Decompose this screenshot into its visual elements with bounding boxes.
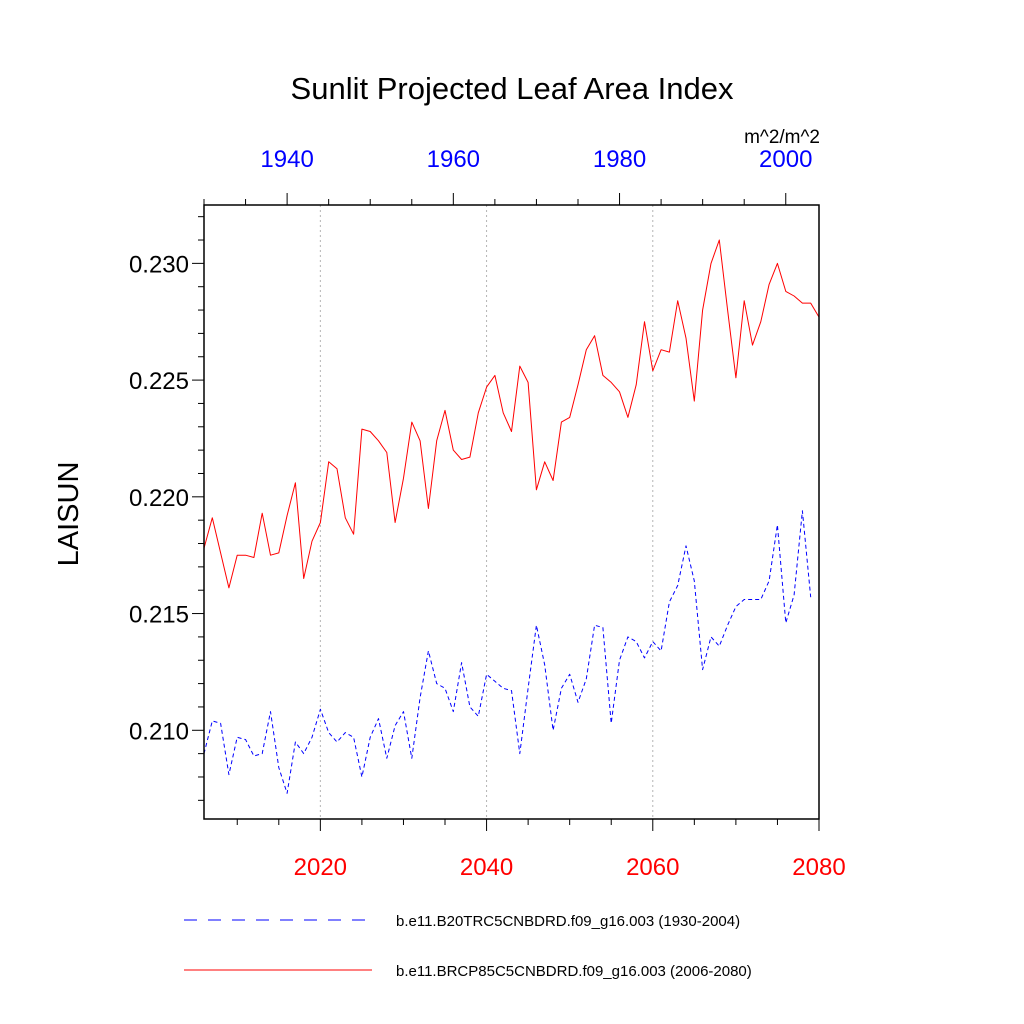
series-line-rcp85 (203, 239, 820, 589)
axes: 0.210 0.215 0.220 0.225 0.230 2020 2040 2060 208… (129, 146, 846, 881)
x-top-tick-label: 1940 (260, 146, 313, 173)
x-bottom-tick-label: 2020 (294, 854, 347, 881)
x-top-tick-label: 1960 (427, 146, 480, 173)
chart-title: Sunlit Projected Leaf Area Index (291, 71, 734, 106)
legend-label-historical: b.e11.B20TRC5CNBDRD.f09_g16.003 (1930-20… (396, 913, 740, 930)
y-axis-tick-label: 0.210 (129, 718, 189, 745)
plot-frame (203, 204, 820, 820)
x-top-tick-label: 2000 (759, 146, 812, 173)
gridlines (319, 205, 654, 819)
x-bottom-tick-label: 2040 (460, 854, 513, 881)
x-bottom-tick-label: 2080 (792, 854, 845, 881)
y-axis-label: LAISUN (53, 462, 85, 567)
units-label: m^2/m^2 (744, 127, 820, 148)
x-top-tick-label: 1980 (593, 146, 646, 173)
y-axis-tick-label: 0.215 (129, 602, 189, 629)
legend-label-rcp85: b.e11.BRCP85C5CNBDRD.f09_g16.003 (2006-2… (396, 963, 752, 980)
y-axis-tick-label: 0.230 (129, 251, 189, 278)
legend: b.e11.B20TRC5CNBDRD.f09_g16.003 (1930-20… (184, 913, 752, 980)
series-group (203, 239, 820, 794)
y-axis-tick-label: 0.220 (129, 485, 189, 512)
y-axis-tick-label: 0.225 (129, 368, 189, 395)
series-line-historical (203, 510, 812, 794)
x-bottom-tick-label: 2060 (626, 854, 679, 881)
